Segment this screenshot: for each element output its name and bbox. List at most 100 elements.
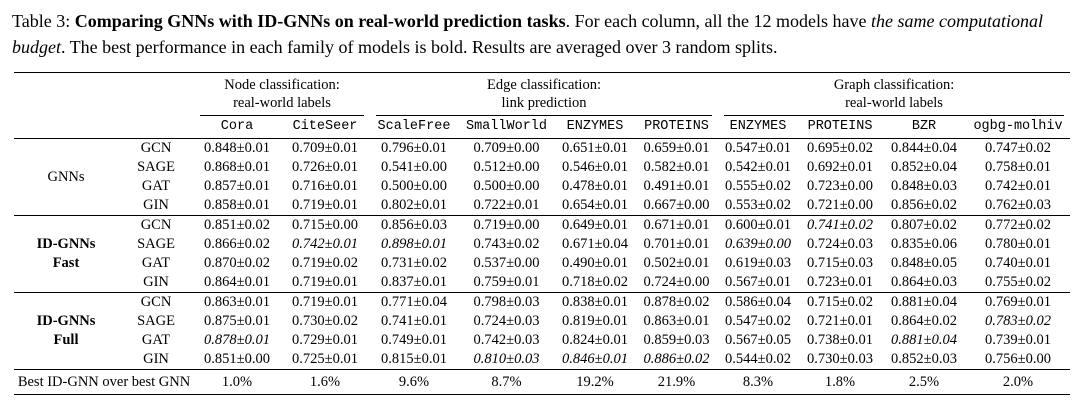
- value-cell: 0.824±0.01: [562, 332, 628, 348]
- value-cell: 0.716±0.01: [292, 178, 358, 194]
- value-cell: 0.742±0.03: [473, 332, 540, 348]
- value-cell: 0.639±0.00: [725, 236, 791, 252]
- value-cell: 0.741±0.02: [807, 217, 873, 233]
- value-cell: 0.851±0.00: [204, 351, 270, 367]
- footer-value: 21.9%: [657, 374, 696, 390]
- column-header: ogbg-molhiv: [973, 119, 1063, 134]
- value-cell: 0.701±0.01: [643, 236, 710, 252]
- value-cell: 0.671±0.04: [562, 236, 628, 252]
- table-row: GAT 0.870±0.02 0.719±0.02 0.731±0.02 0.537±0…: [14, 254, 1070, 273]
- value-cell: 0.582±0.01: [643, 159, 710, 175]
- footer-value: 19.2%: [576, 374, 614, 390]
- value-cell: 0.838±0.01: [562, 294, 628, 310]
- value-cell: 0.749±0.01: [381, 332, 447, 348]
- footer-row: Best ID-GNN over best GNN 1.0% 1.6% 9.6% 8.7…: [14, 369, 1071, 395]
- value-cell: 0.743±0.02: [473, 236, 540, 252]
- value-cell: 0.863±0.01: [643, 313, 710, 329]
- value-cell: 0.719±0.01: [292, 197, 358, 213]
- column-header: ScaleFree: [377, 119, 451, 134]
- value-cell: 0.715±0.02: [807, 294, 873, 310]
- value-cell: 0.835±0.06: [891, 236, 957, 252]
- model-label: GAT: [141, 255, 171, 271]
- value-cell: 0.802±0.01: [381, 197, 447, 213]
- value-cell: 0.756±0.00: [985, 351, 1051, 367]
- footer-value: 9.6%: [398, 374, 430, 390]
- value-cell: 0.555±0.02: [725, 178, 791, 194]
- group-header: Graph classification: real-world labels: [718, 73, 1070, 116]
- value-cell: 0.857±0.01: [204, 178, 270, 194]
- value-cell: 0.512±0.00: [473, 159, 540, 175]
- value-cell: 0.864±0.03: [891, 274, 957, 290]
- model-label: GIN: [143, 274, 169, 290]
- value-cell: 0.864±0.01: [204, 274, 270, 290]
- value-cell: 0.723±0.00: [807, 178, 873, 194]
- value-cell: 0.721±0.00: [807, 197, 873, 213]
- header-spacer: [14, 116, 194, 139]
- table-row: GNNs GCN 0.848±0.01 0.709±0.01 0.796±0.01 0.7…: [14, 139, 1070, 185]
- group-header-line2: link prediction: [501, 95, 587, 111]
- group-header-line1: Node classification:: [224, 77, 340, 93]
- column-header: ENZYMES: [566, 119, 624, 134]
- value-cell: 0.859±0.03: [643, 332, 710, 348]
- table-row: GIN 0.851±0.00 0.725±0.01 0.815±0.01 0.810±0…: [14, 350, 1070, 370]
- footer-value: 1.0%: [221, 374, 253, 390]
- value-cell: 0.848±0.03: [891, 178, 957, 194]
- value-cell: 0.758±0.01: [985, 159, 1051, 175]
- table-row: GAT 0.857±0.01 0.716±0.01 0.500±0.00 0.500±0…: [14, 177, 1070, 196]
- value-cell: 0.723±0.01: [807, 274, 873, 290]
- footer-label: Best ID-GNN over best GNN: [17, 374, 191, 390]
- value-cell: 0.729±0.01: [292, 332, 358, 348]
- value-cell: 0.500±0.00: [381, 178, 447, 194]
- group-header: Edge classification: link prediction: [370, 73, 718, 116]
- footer-value: 2.5%: [908, 374, 940, 390]
- value-cell: 0.741±0.01: [381, 313, 447, 329]
- model-label: GCN: [140, 217, 172, 233]
- column-header: BZR: [911, 119, 937, 134]
- group-header-text: Node classification: real-world labels: [200, 73, 364, 116]
- caption-segment: . The best performance in each family of…: [61, 37, 778, 57]
- value-cell: 0.807±0.02: [891, 217, 957, 233]
- value-cell: 0.858±0.01: [204, 197, 270, 213]
- value-cell: 0.719±0.01: [292, 294, 358, 310]
- value-cell: 0.870±0.02: [204, 255, 270, 271]
- value-cell: 0.783±0.02: [985, 313, 1051, 329]
- group-header: Node classification: real-world labels: [194, 73, 370, 116]
- family-label-line: ID-GNNs: [36, 313, 96, 329]
- value-cell: 0.546±0.01: [562, 159, 628, 175]
- value-cell: 0.567±0.05: [725, 332, 791, 348]
- model-label: SAGE: [137, 313, 175, 329]
- table-row: GAT 0.878±0.01 0.729±0.01 0.749±0.01 0.742±0…: [14, 331, 1070, 350]
- family-label-line: Fast: [52, 255, 80, 271]
- value-cell: 0.848±0.01: [204, 140, 270, 156]
- family-label: ID-GNNs Fast: [14, 216, 118, 293]
- column-header: PROTEINS: [644, 119, 709, 134]
- value-cell: 0.547±0.01: [725, 140, 791, 156]
- value-cell: 0.852±0.04: [891, 159, 957, 175]
- value-cell: 0.649±0.01: [562, 217, 628, 233]
- value-cell: 0.719±0.02: [292, 255, 358, 271]
- value-cell: 0.856±0.03: [381, 217, 447, 233]
- table-caption: Table 3: Comparing GNNs with ID-GNNs on …: [12, 8, 1068, 60]
- value-cell: 0.600±0.01: [725, 217, 791, 233]
- value-cell: 0.619±0.03: [725, 255, 791, 271]
- value-cell: 0.654±0.01: [562, 197, 628, 213]
- model-label: GCN: [140, 140, 172, 156]
- value-cell: 0.651±0.01: [562, 140, 628, 156]
- value-cell: 0.731±0.02: [381, 255, 447, 271]
- value-cell: 0.567±0.01: [725, 274, 791, 290]
- value-cell: 0.709±0.00: [473, 140, 540, 156]
- value-cell: 0.490±0.01: [562, 255, 628, 271]
- model-label: SAGE: [137, 159, 175, 175]
- model-label: GAT: [141, 332, 171, 348]
- value-cell: 0.500±0.00: [473, 178, 540, 194]
- value-cell: 0.769±0.01: [985, 294, 1051, 310]
- value-cell: 0.491±0.01: [643, 178, 710, 194]
- value-cell: 0.502±0.01: [643, 255, 710, 271]
- group-header-line1: Graph classification:: [833, 77, 955, 93]
- value-cell: 0.780±0.01: [985, 236, 1051, 252]
- table-row: ID-GNNs Full GCN 0.863±0.01 0.719±0.01 0.771±…: [14, 292, 1071, 348]
- value-cell: 0.725±0.01: [292, 351, 358, 367]
- value-cell: 0.740±0.01: [985, 255, 1051, 271]
- value-cell: 0.798±0.03: [473, 294, 540, 310]
- value-cell: 0.815±0.01: [381, 351, 447, 367]
